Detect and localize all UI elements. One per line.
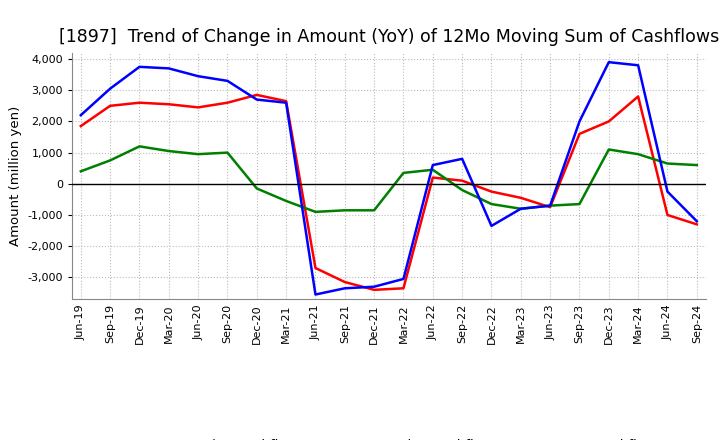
Operating Cashflow	[663, 213, 672, 218]
Free Cashflow	[194, 73, 202, 79]
Free Cashflow	[164, 66, 173, 71]
Free Cashflow	[106, 86, 114, 92]
Investing Cashflow	[311, 209, 320, 215]
Investing Cashflow	[106, 158, 114, 163]
Operating Cashflow	[106, 103, 114, 109]
Investing Cashflow	[516, 206, 525, 211]
Operating Cashflow	[76, 124, 85, 129]
Investing Cashflow	[458, 187, 467, 193]
Operating Cashflow	[370, 287, 379, 293]
Free Cashflow	[546, 203, 554, 208]
Operating Cashflow	[223, 100, 232, 105]
Investing Cashflow	[135, 144, 144, 149]
Operating Cashflow	[399, 286, 408, 291]
Free Cashflow	[341, 286, 349, 291]
Free Cashflow	[487, 223, 496, 228]
Operating Cashflow	[516, 195, 525, 201]
Operating Cashflow	[253, 92, 261, 98]
Free Cashflow	[693, 219, 701, 224]
Free Cashflow	[575, 119, 584, 124]
Investing Cashflow	[399, 170, 408, 176]
Operating Cashflow	[634, 94, 642, 99]
Free Cashflow	[428, 162, 437, 168]
Investing Cashflow	[76, 169, 85, 174]
Operating Cashflow	[693, 222, 701, 227]
Operating Cashflow	[575, 131, 584, 136]
Operating Cashflow	[546, 205, 554, 210]
Investing Cashflow	[370, 208, 379, 213]
Free Cashflow	[370, 284, 379, 290]
Free Cashflow	[135, 64, 144, 70]
Operating Cashflow	[341, 279, 349, 285]
Operating Cashflow	[311, 265, 320, 271]
Investing Cashflow	[428, 167, 437, 172]
Free Cashflow	[223, 78, 232, 84]
Free Cashflow	[458, 156, 467, 161]
Investing Cashflow	[223, 150, 232, 155]
Free Cashflow	[76, 113, 85, 118]
Operating Cashflow	[428, 175, 437, 180]
Free Cashflow	[516, 206, 525, 211]
Free Cashflow	[663, 189, 672, 194]
Free Cashflow	[282, 100, 290, 105]
Legend: Operating Cashflow, Investing Cashflow, Free Cashflow: Operating Cashflow, Investing Cashflow, …	[117, 434, 661, 440]
Title: [1897]  Trend of Change in Amount (YoY) of 12Mo Moving Sum of Cashflows: [1897] Trend of Change in Amount (YoY) o…	[58, 28, 719, 46]
Investing Cashflow	[194, 151, 202, 157]
Operating Cashflow	[194, 105, 202, 110]
Investing Cashflow	[487, 202, 496, 207]
Operating Cashflow	[135, 100, 144, 105]
Operating Cashflow	[605, 119, 613, 124]
Investing Cashflow	[693, 162, 701, 168]
Investing Cashflow	[253, 186, 261, 191]
Free Cashflow	[253, 97, 261, 102]
Line: Investing Cashflow: Investing Cashflow	[81, 147, 697, 212]
Investing Cashflow	[341, 208, 349, 213]
Free Cashflow	[399, 276, 408, 282]
Investing Cashflow	[663, 161, 672, 166]
Investing Cashflow	[605, 147, 613, 152]
Line: Free Cashflow: Free Cashflow	[81, 62, 697, 294]
Y-axis label: Amount (million yen): Amount (million yen)	[9, 106, 22, 246]
Investing Cashflow	[164, 148, 173, 154]
Operating Cashflow	[282, 99, 290, 104]
Line: Operating Cashflow: Operating Cashflow	[81, 95, 697, 290]
Investing Cashflow	[575, 202, 584, 207]
Investing Cashflow	[546, 203, 554, 208]
Operating Cashflow	[487, 189, 496, 194]
Free Cashflow	[311, 292, 320, 297]
Investing Cashflow	[634, 151, 642, 157]
Free Cashflow	[605, 59, 613, 65]
Operating Cashflow	[458, 178, 467, 183]
Operating Cashflow	[164, 102, 173, 107]
Investing Cashflow	[282, 198, 290, 204]
Free Cashflow	[634, 62, 642, 68]
